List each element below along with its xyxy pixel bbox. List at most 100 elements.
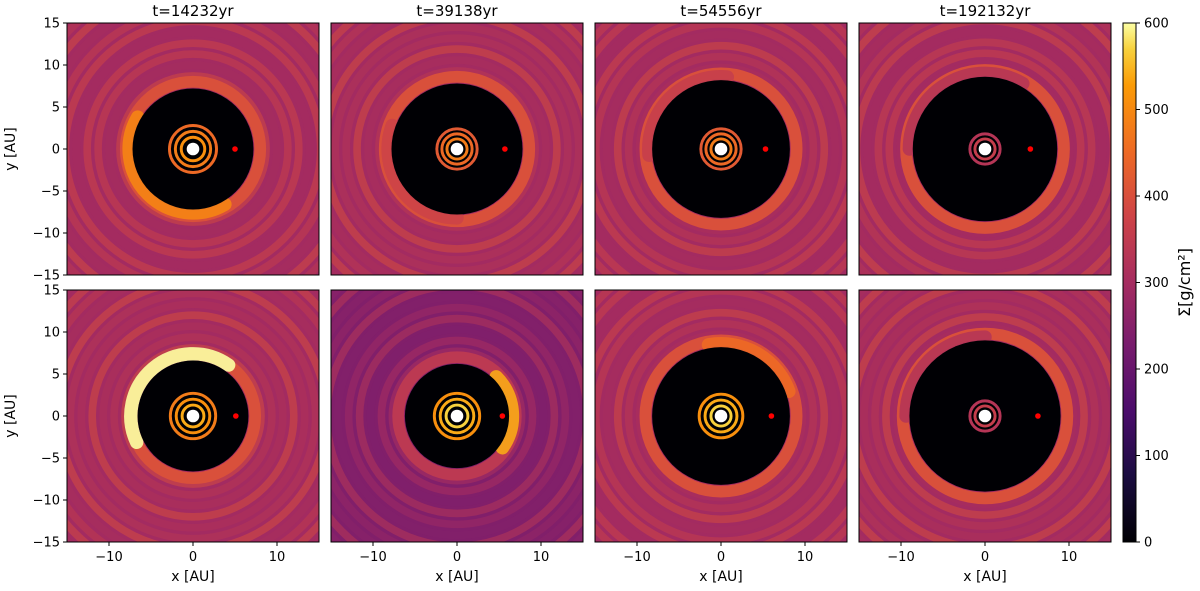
outer-ring <box>364 56 550 242</box>
x-tick-label: 0 <box>453 550 461 565</box>
outer-ring <box>77 300 309 532</box>
x-tick-label: 10 <box>269 550 286 565</box>
outer-ring <box>874 38 1096 260</box>
x-tick-label: 10 <box>533 550 550 565</box>
y-tick-label: 5 <box>52 101 60 116</box>
density-map <box>331 23 583 275</box>
colorbar-tick-label: 400 <box>1144 190 1169 205</box>
y-tick-label: −10 <box>33 227 60 242</box>
outer-ring <box>624 52 818 246</box>
outer-ring <box>613 308 829 524</box>
y-axis-label: y [AU] <box>3 394 19 437</box>
y-tick-label: 0 <box>52 143 60 158</box>
outer-ring <box>624 319 818 513</box>
y-tick-label: −15 <box>33 269 60 284</box>
colorbar-tick-label: 600 <box>1144 17 1169 32</box>
outer-ring <box>595 290 847 542</box>
outer-ring <box>885 49 1085 249</box>
outer-ring <box>72 28 314 270</box>
disk-panel-r1c3: −10 0 10 <box>858 289 1112 565</box>
outer-ring <box>871 302 1099 530</box>
planet-marker <box>502 146 508 152</box>
inner-ring <box>432 391 482 441</box>
colorbar-tick-label: 300 <box>1144 276 1169 291</box>
x-tick-label: 10 <box>797 550 814 565</box>
vortex-crescent <box>899 330 992 423</box>
planet-marker <box>1035 413 1041 419</box>
x-tick-label: −10 <box>623 550 650 565</box>
panel-title: t=192132yr <box>940 2 1032 20</box>
x-axis-label: x [AU] <box>435 569 478 585</box>
inner-ring <box>179 135 207 163</box>
inner-ring <box>968 132 1002 166</box>
x-axis-label: x [AU] <box>171 569 214 585</box>
inner-cavity <box>450 142 464 156</box>
y-tick-label: −5 <box>41 452 60 467</box>
outer-ring <box>94 50 292 248</box>
outer-ring <box>355 314 559 518</box>
planet-marker <box>232 146 238 152</box>
inner-ring <box>435 127 479 171</box>
vortex-crescent <box>701 337 796 399</box>
vortex-crescent <box>122 110 232 220</box>
y-tick-label: 15 <box>43 284 60 299</box>
inner-ring <box>709 137 733 161</box>
outer-ring <box>595 23 847 275</box>
colorbar-tick-label: 0 <box>1144 536 1152 551</box>
planet-marker <box>768 413 775 419</box>
panel-title: t=54556yr <box>680 2 762 20</box>
inner-ring <box>440 132 474 166</box>
outer-ring <box>377 336 537 496</box>
density-map <box>595 23 847 275</box>
disk-panel-r0c3 <box>858 22 1112 276</box>
panel-frame <box>330 22 584 276</box>
inner-cavity <box>186 409 200 423</box>
y-tick-label: −10 <box>33 494 60 509</box>
planet-marker <box>1027 146 1034 152</box>
x-tick-label: 0 <box>981 550 989 565</box>
inner-ring <box>703 398 739 434</box>
inner-cavity <box>450 409 464 423</box>
colorbar-label: Σ[g/cm²] <box>1175 248 1194 317</box>
y-tick-label: −5 <box>41 185 60 200</box>
y-tick-label: 15 <box>43 17 60 32</box>
outer-ring <box>613 41 829 257</box>
density-map <box>859 23 1111 275</box>
inner-ring <box>709 404 733 428</box>
outer-ring <box>602 30 840 268</box>
density-map <box>595 290 847 542</box>
vortex-crescent <box>381 118 464 225</box>
inner-ring <box>699 127 743 171</box>
inner-ring <box>168 391 218 441</box>
density-map <box>67 290 319 542</box>
inner-ring <box>968 399 1002 433</box>
axes-labels: x [AU] x [AU] x [AU] x [AU] t=14232yr t=39138… <box>3 2 1031 585</box>
inner-ring <box>973 404 997 428</box>
colorbar-tick-label: 200 <box>1144 363 1169 378</box>
x-axis-label: x [AU] <box>699 569 742 585</box>
vortex-crescent <box>124 347 236 449</box>
outer-ring <box>333 292 581 540</box>
vortex-crescent <box>642 70 735 163</box>
panel-title: t=14232yr <box>152 2 234 20</box>
y-tick-label: −15 <box>33 536 60 551</box>
y-tick-label: 0 <box>52 410 60 425</box>
outer-ring <box>353 45 561 253</box>
x-tick-label: 0 <box>189 550 197 565</box>
y-tick-label: 10 <box>43 326 60 341</box>
inner-ring <box>168 124 218 174</box>
x-tick-label: 10 <box>1061 550 1078 565</box>
x-tick-label: 0 <box>717 550 725 565</box>
outer-ring <box>342 34 572 264</box>
inner-cavity <box>978 142 992 156</box>
outer-ring <box>602 297 840 535</box>
outer-ring <box>88 311 298 521</box>
y-tick-label: 5 <box>52 368 60 383</box>
planet-marker <box>499 413 506 419</box>
vortex-crescent <box>902 66 1030 156</box>
inner-cavity <box>714 142 728 156</box>
disk-panel-r1c1: −10 0 10 <box>330 289 584 565</box>
inner-ring <box>697 392 745 440</box>
outer-ring <box>110 333 276 499</box>
